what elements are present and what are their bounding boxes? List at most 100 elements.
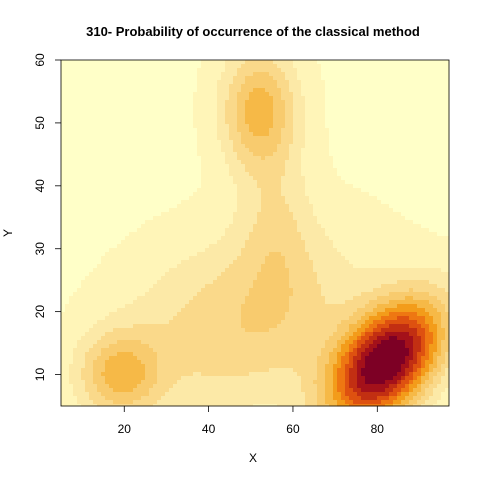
heatmap-cell [237, 96, 242, 101]
heatmap-cell [189, 208, 194, 213]
heatmap-cell [329, 204, 334, 209]
heatmap-cell [121, 196, 126, 201]
heatmap-cell [285, 108, 290, 113]
heatmap-cell [289, 180, 294, 185]
heatmap-cell [101, 136, 106, 141]
heatmap-cell [273, 116, 278, 121]
heatmap-cell [445, 164, 450, 169]
heatmap-cell [93, 104, 98, 109]
heatmap-cell [401, 148, 406, 153]
heatmap-cell [137, 260, 142, 265]
heatmap-cell [177, 92, 182, 97]
heatmap-cell [121, 176, 126, 181]
heatmap-cell [201, 200, 206, 205]
heatmap-cell [105, 184, 110, 189]
heatmap-cell [137, 216, 142, 221]
heatmap-cell [421, 88, 426, 93]
heatmap-cell [345, 96, 350, 101]
heatmap-cell [93, 232, 98, 237]
heatmap-cell [153, 200, 158, 205]
heatmap-cell [353, 200, 358, 205]
heatmap-cell [77, 168, 82, 173]
heatmap-cell [353, 88, 358, 93]
heatmap-cell [197, 136, 202, 141]
heatmap-cell [117, 92, 122, 97]
heatmap-cell [157, 264, 162, 269]
heatmap-cell [409, 176, 414, 181]
heatmap-cell [69, 112, 74, 117]
heatmap-cell [133, 84, 138, 89]
heatmap-cell [417, 184, 422, 189]
heatmap-cell [181, 68, 186, 73]
heatmap-cell [281, 256, 286, 261]
heatmap-cell [137, 248, 142, 253]
heatmap-cell [197, 232, 202, 237]
heatmap-cell [81, 148, 86, 153]
heatmap-cell [213, 76, 218, 81]
heatmap-cell [285, 204, 290, 209]
heatmap-cell [285, 100, 290, 105]
heatmap-cell [101, 168, 106, 173]
heatmap-cell [329, 260, 334, 265]
heatmap-cell [369, 216, 374, 221]
heatmap-cell [281, 220, 286, 225]
heatmap-cell [129, 192, 134, 197]
heatmap-cell [321, 244, 326, 249]
heatmap-cell [181, 236, 186, 241]
heatmap-cell [305, 216, 310, 221]
heatmap-cell [309, 64, 314, 69]
heatmap-cell [373, 128, 378, 133]
heatmap-cell [201, 168, 206, 173]
heatmap-cell [249, 68, 254, 73]
heatmap-cell [305, 140, 310, 145]
heatmap-cell [93, 60, 98, 65]
heatmap-cell [213, 84, 218, 89]
heatmap-cell [85, 176, 90, 181]
heatmap-cell [329, 140, 334, 145]
heatmap-cell [369, 136, 374, 141]
heatmap-cell [249, 220, 254, 225]
heatmap-cell [177, 84, 182, 89]
heatmap-cell [245, 124, 250, 129]
heatmap-cell [277, 180, 282, 185]
heatmap-cell [421, 260, 426, 265]
heatmap-cell [369, 140, 374, 145]
heatmap-cell [181, 120, 186, 125]
heatmap-cell [393, 240, 398, 245]
heatmap-cell [429, 120, 434, 125]
heatmap-cell [201, 232, 206, 237]
heatmap-cell [213, 176, 218, 181]
heatmap-cell [329, 228, 334, 233]
heatmap-cell [169, 264, 174, 269]
heatmap-cell [129, 108, 134, 113]
heatmap-cell [65, 80, 70, 85]
heatmap-cell [93, 264, 98, 269]
heatmap-cell [105, 96, 110, 101]
heatmap-cell [177, 76, 182, 81]
heatmap-cell [245, 96, 250, 101]
heatmap-cell [93, 96, 98, 101]
heatmap-cell [193, 88, 198, 93]
heatmap-cell [341, 160, 346, 165]
heatmap-cell [269, 76, 274, 81]
heatmap-cell [121, 60, 126, 65]
heatmap-cell [397, 212, 402, 217]
heatmap-cell [101, 148, 106, 153]
heatmap-cell [289, 236, 294, 241]
heatmap-cell [385, 108, 390, 113]
heatmap-cell [165, 208, 170, 213]
heatmap-cell [129, 64, 134, 69]
heatmap-cell [113, 92, 118, 97]
heatmap-cell [97, 180, 102, 185]
heatmap-cell [249, 244, 254, 249]
heatmap-cell [301, 116, 306, 121]
heatmap-cell [373, 236, 378, 241]
heatmap-cell [93, 80, 98, 85]
heatmap-cell [293, 164, 298, 169]
heatmap-cell [149, 140, 154, 145]
heatmap-cell [393, 244, 398, 249]
heatmap-cell [177, 204, 182, 209]
heatmap-cell [369, 108, 374, 113]
heatmap-cell [181, 176, 186, 181]
heatmap-cell [297, 124, 302, 129]
